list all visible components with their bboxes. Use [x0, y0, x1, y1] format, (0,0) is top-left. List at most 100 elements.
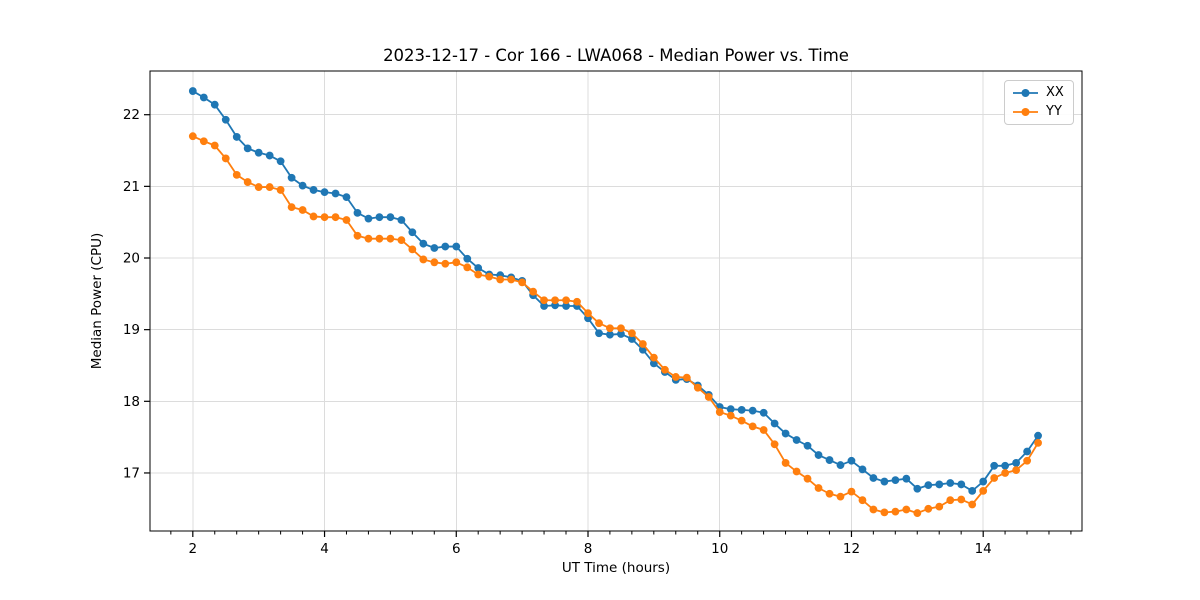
- series-yy-marker: [968, 500, 977, 509]
- series-yy-marker: [551, 296, 559, 305]
- series-yy-marker: [375, 234, 384, 243]
- series-xx-marker: [792, 436, 801, 444]
- series-yy-marker: [562, 296, 570, 305]
- series-xx-marker: [924, 481, 933, 490]
- x-axis-label: UT Time (hours): [561, 560, 671, 576]
- series-xx-marker: [847, 456, 856, 465]
- series-xx-marker: [287, 173, 296, 182]
- series-xx-marker: [210, 100, 219, 109]
- series-xx-marker: [199, 93, 208, 102]
- series-xx-marker: [331, 189, 340, 198]
- series-xx-marker: [364, 214, 373, 223]
- series-xx-marker: [628, 335, 636, 343]
- series-xx-marker: [408, 228, 417, 237]
- series-xx-marker: [1023, 447, 1032, 456]
- series-yy-marker: [529, 287, 538, 296]
- legend-label-xx: XX: [1046, 85, 1064, 100]
- series-yy-marker: [287, 203, 296, 212]
- yy-line-marker-icon: [1013, 108, 1038, 116]
- series-xx-marker: [946, 479, 955, 487]
- series-xx-marker: [770, 419, 779, 428]
- series-yy-marker: [814, 484, 823, 492]
- series-yy-marker: [1034, 438, 1042, 447]
- series-yy-marker: [693, 383, 702, 392]
- series-xx-marker: [375, 213, 384, 222]
- series-xx-marker: [814, 451, 823, 459]
- series-yy-marker: [342, 216, 351, 224]
- series-yy-marker: [364, 234, 373, 243]
- series-yy-marker: [232, 170, 241, 179]
- series-xx-marker: [803, 441, 812, 450]
- y-tick-label: 20: [123, 251, 140, 267]
- series-yy-marker: [891, 507, 900, 516]
- series-yy-marker: [540, 296, 548, 305]
- series-xx-marker: [836, 461, 845, 469]
- series-xx-marker: [858, 465, 867, 474]
- series-xx-marker: [254, 148, 263, 157]
- series-yy-marker: [353, 231, 362, 240]
- series-yy-marker: [276, 186, 285, 194]
- series-yy-marker: [770, 440, 779, 449]
- series-yy-marker: [1023, 456, 1032, 465]
- series-yy-marker: [759, 426, 768, 434]
- series-xx-marker: [188, 87, 197, 95]
- series-yy-marker: [836, 492, 845, 501]
- x-tick-label: 14: [975, 541, 992, 557]
- series-yy-marker: [825, 489, 834, 498]
- series-yy-marker: [704, 393, 713, 401]
- series-yy-marker: [496, 275, 505, 284]
- series-yy-marker: [254, 183, 263, 191]
- series-yy-marker: [726, 411, 735, 420]
- series-yy-marker: [748, 422, 757, 431]
- series-xx-marker: [353, 208, 362, 217]
- series-xx-marker: [968, 486, 977, 495]
- x-tick-label: 4: [320, 541, 329, 557]
- series-xx-marker: [441, 242, 450, 251]
- series-xx-marker: [452, 242, 461, 251]
- series-xx-marker: [781, 429, 790, 438]
- series-yy-line: [191, 135, 1039, 514]
- series-xx-marker: [913, 484, 922, 493]
- y-tick-label: 21: [123, 179, 140, 195]
- series-xx-marker: [320, 188, 329, 196]
- series-xx-marker: [606, 330, 614, 339]
- series-yy-marker: [243, 178, 252, 186]
- series-xx-marker: [386, 213, 395, 222]
- x-tick-label: 12: [843, 541, 860, 557]
- series-yy-marker: [452, 258, 461, 267]
- y-tick-label: 17: [123, 465, 140, 481]
- series-yy-marker: [265, 183, 274, 191]
- series-yy-marker: [660, 365, 669, 374]
- y-tick-label: 22: [123, 107, 140, 123]
- series-yy-marker: [1012, 466, 1021, 474]
- series-yy-marker: [902, 505, 911, 514]
- series-xx-marker: [265, 151, 274, 160]
- series-yy-marker: [397, 236, 406, 244]
- series-yy-marker: [518, 278, 527, 287]
- series-xx-marker: [232, 133, 241, 141]
- series-yy-marker: [847, 487, 856, 496]
- series-xx-marker: [902, 474, 911, 483]
- series-xx-marker: [474, 264, 483, 272]
- series-yy-marker: [990, 474, 999, 482]
- series-xx-marker: [1034, 431, 1042, 440]
- series-yy-marker: [386, 234, 395, 243]
- xx-line-marker-icon: [1013, 89, 1038, 97]
- series-xx-marker: [880, 477, 889, 486]
- series-yy-marker: [737, 416, 746, 425]
- x-tick-label: 2: [189, 541, 198, 557]
- series-yy-marker: [803, 474, 812, 483]
- series-xx-marker: [825, 456, 834, 464]
- series-xx-marker: [1001, 461, 1010, 470]
- series-yy-marker: [617, 324, 625, 333]
- series-xx-marker: [649, 359, 658, 368]
- series-xx-marker: [990, 461, 999, 470]
- series-yy-marker: [682, 373, 691, 382]
- series-xx-marker: [869, 474, 878, 482]
- series-yy-marker: [419, 255, 428, 264]
- series-xx-marker: [891, 476, 900, 485]
- series-yy-marker: [309, 212, 318, 221]
- series-yy-marker: [606, 324, 614, 333]
- series-yy-marker: [671, 373, 680, 381]
- legend: XX YY: [1004, 80, 1074, 125]
